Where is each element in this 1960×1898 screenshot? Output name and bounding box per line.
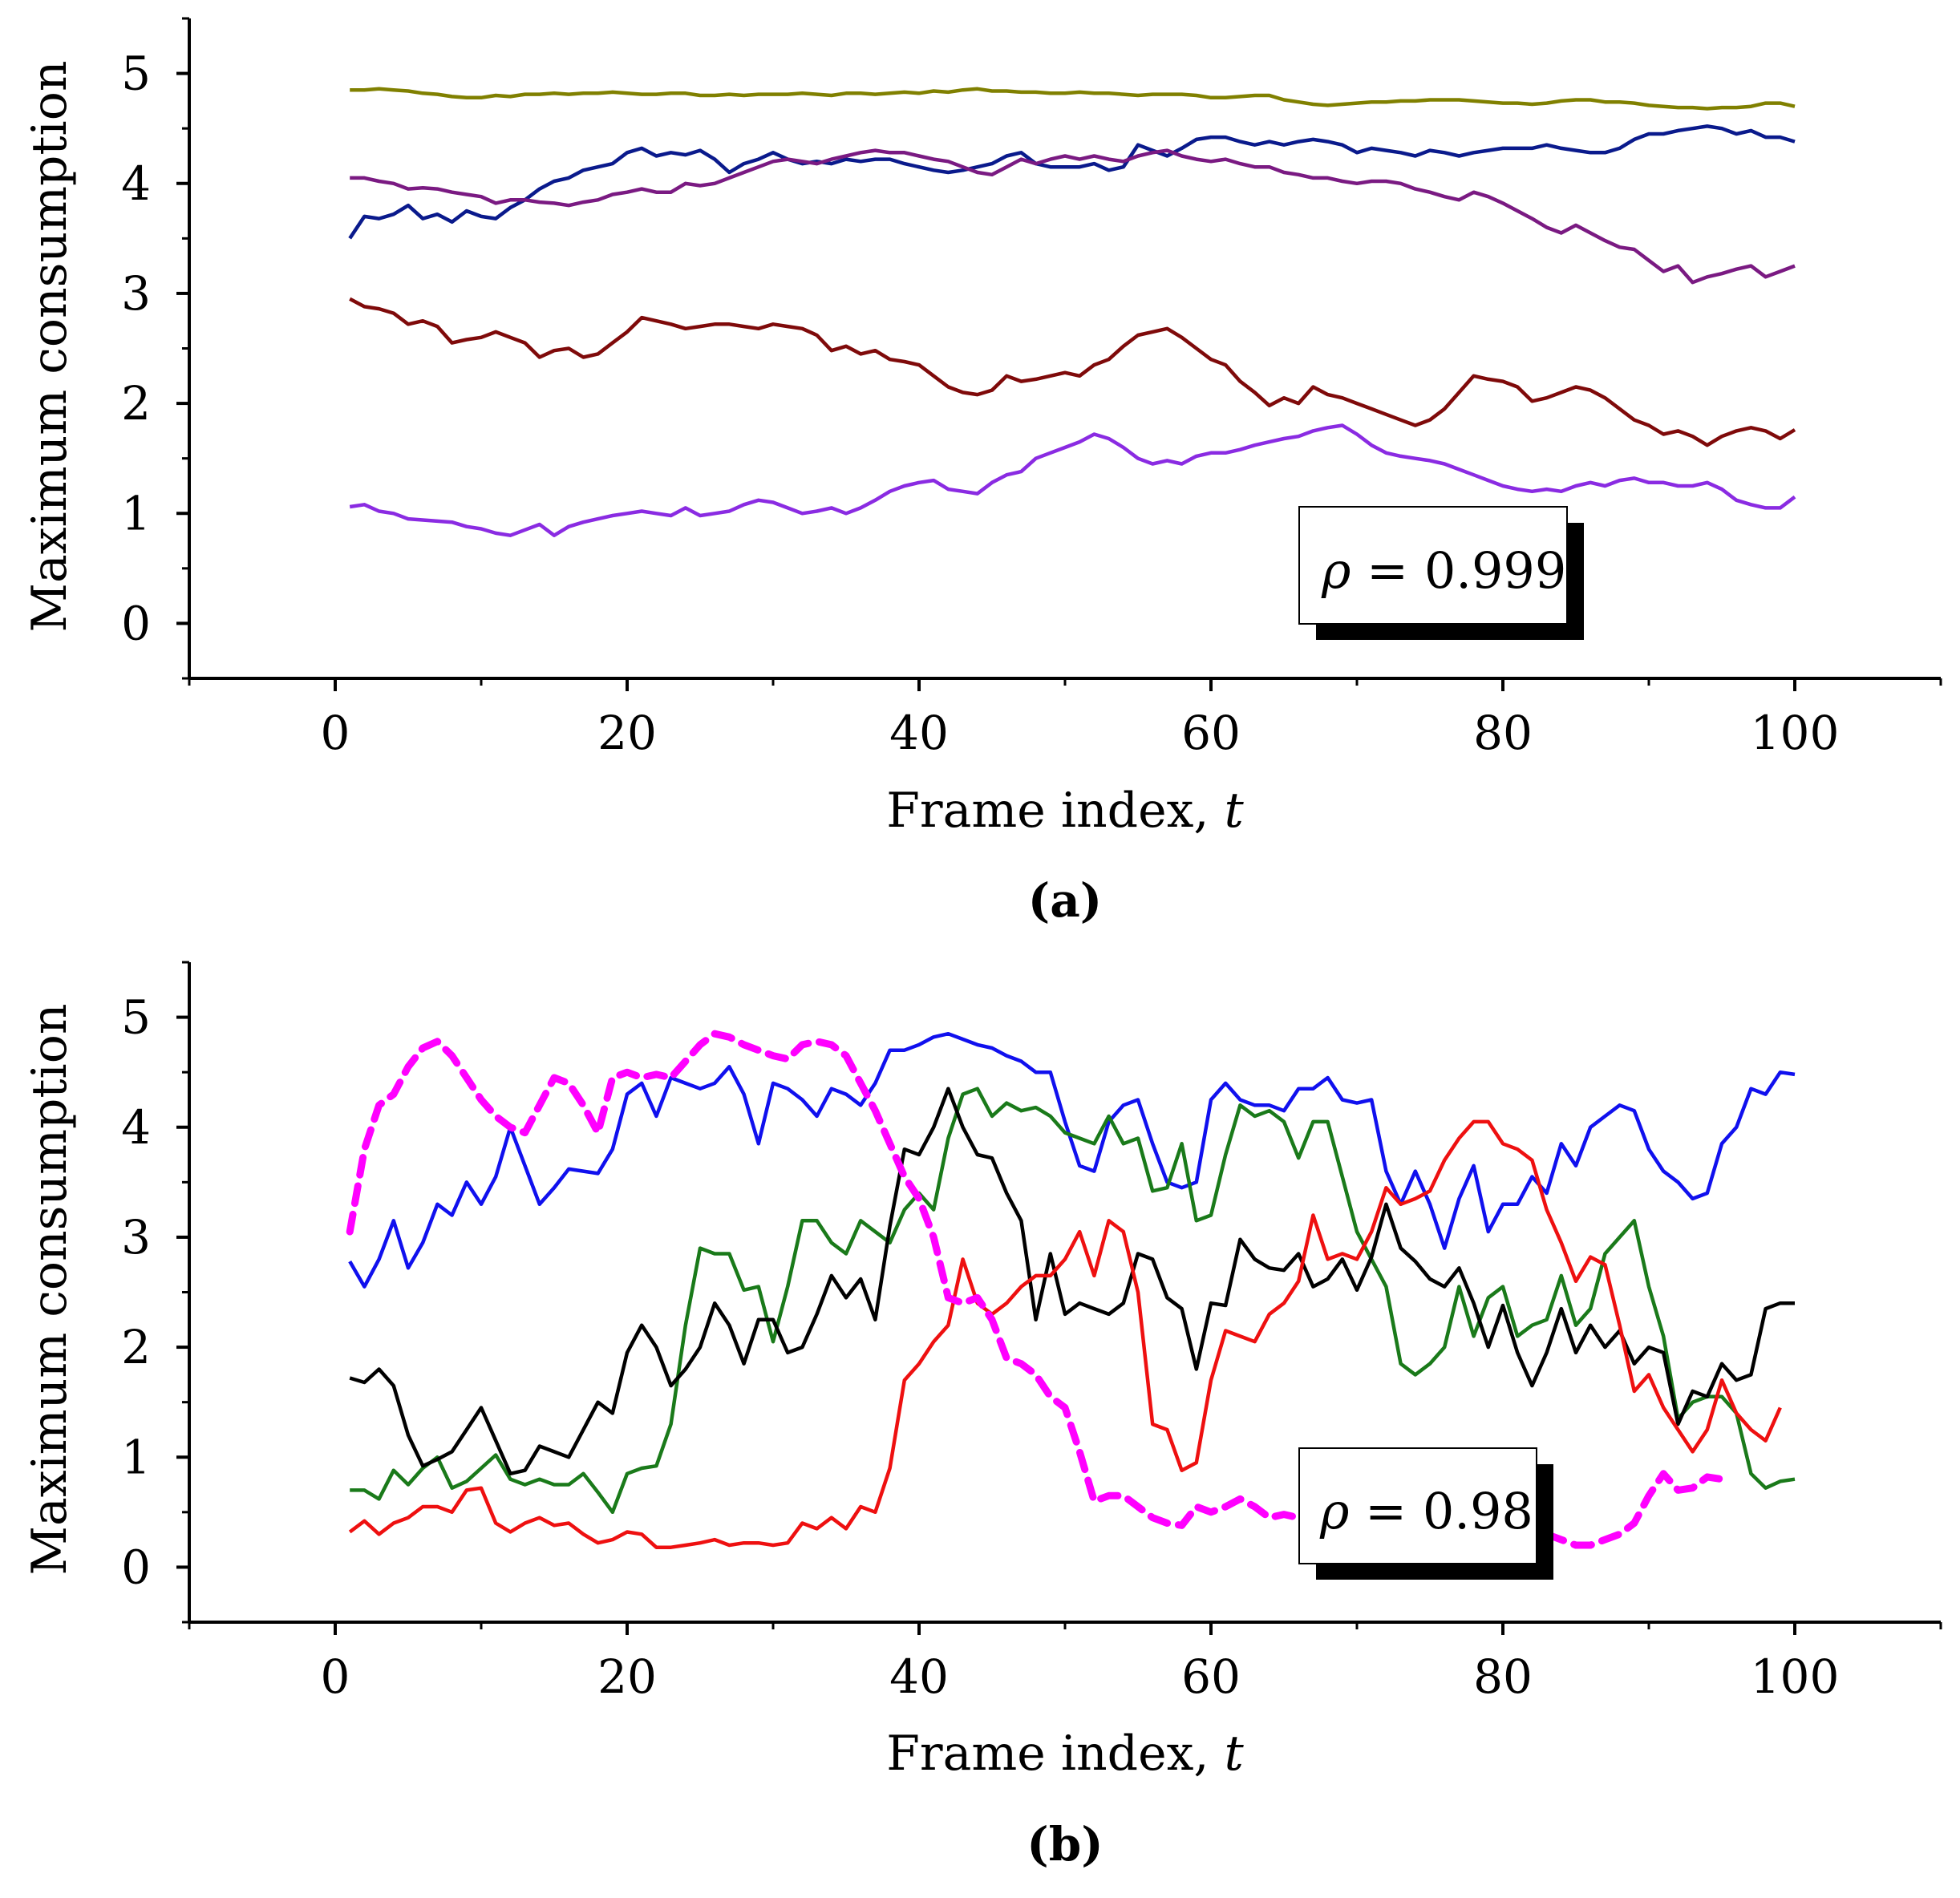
panel-b-rho-value: = 0.98 [1365, 1482, 1533, 1540]
panel-b-rho-annotation: ρ = 0.98 [1298, 1447, 1553, 1580]
panel-a-x-tick-label: 80 [1473, 706, 1533, 760]
panel-a-series-olive [350, 87, 1796, 111]
panel-a-rho-symbol: ρ [1321, 541, 1351, 600]
panel-b-y-tick-label: 0 [121, 1540, 151, 1594]
panel-a-y-tick-label: 0 [121, 596, 151, 650]
panel-b-y-tick-label: 2 [121, 1320, 151, 1374]
panel-a-x-tick-label: 100 [1751, 706, 1840, 760]
panel-a-rho-annotation: ρ = 0.999 [1298, 506, 1584, 640]
panel-b-x-tick-label: 80 [1473, 1649, 1533, 1704]
panel-b-x-tick-label: 60 [1181, 1649, 1241, 1704]
panel-b-series-red [348, 1119, 1782, 1549]
panel-a-rho-box [1298, 506, 1568, 625]
panel-b-rho-symbol: ρ [1319, 1482, 1349, 1540]
panel-a-x-axis-title-var: t [1225, 783, 1245, 839]
panel-a-label: (a) [1028, 873, 1102, 928]
panel-a-x-axis-title: Frame index, t [886, 783, 1244, 839]
panel-a-x-tick-label: 0 [321, 706, 350, 760]
panel-b-rho-text: ρ = 0.98 [1319, 1482, 1533, 1540]
panel-b-x-tick-label: 20 [597, 1649, 657, 1704]
panel-a-y-axis-title: Maximum consumption [22, 61, 78, 633]
panel-b-series-black [349, 1087, 1795, 1476]
panel-a-series-maroon [349, 297, 1796, 447]
panel-b-x-axis-title-text: Frame index, [886, 1726, 1224, 1782]
panel-a-rho-value: = 0.999 [1367, 541, 1566, 600]
panel-a-chart: 0 1 2 3 4 5 0 20 40 60 80 100 Maximum consumption F… [22, 17, 1942, 928]
panel-a-series-violet [349, 423, 1796, 537]
panel-b-y-tick-label: 1 [121, 1430, 151, 1484]
panel-a-x-tick-label: 20 [597, 706, 657, 760]
panel-b-x-tick-label: 0 [321, 1649, 350, 1704]
panel-b-series-green [350, 1087, 1796, 1515]
panel-a-series-purple [350, 148, 1796, 285]
panel-a-y-tick-label: 3 [121, 266, 151, 321]
panel-b-label: (b) [1027, 1817, 1103, 1872]
panel-a-ticks: 0 1 2 3 4 5 0 20 40 60 80 100 [121, 17, 1942, 760]
panel-b-series-blue [348, 1031, 1796, 1289]
panel-b-axes: 0 1 2 3 4 5 0 20 40 60 80 100 [121, 961, 1942, 1704]
panel-a-y-tick-label: 1 [121, 486, 151, 540]
panel-a-x-tick-label: 60 [1181, 706, 1241, 760]
panel-b-x-axis-title: Frame index, t [886, 1726, 1244, 1782]
panel-b-y-axis-title: Maximum consumption [22, 1004, 78, 1576]
panel-b-ticks: 0 1 2 3 4 5 0 20 40 60 80 100 [121, 961, 1942, 1704]
panel-b-y-tick-label: 4 [121, 1100, 151, 1155]
panel-b-x-axis-title-var: t [1225, 1726, 1245, 1782]
panel-b-rho-box [1298, 1447, 1537, 1564]
panel-a-y-tick-label: 5 [121, 47, 151, 101]
panel-b-chart: 0 1 2 3 4 5 0 20 40 60 80 100 Maximum consumption F… [22, 961, 1942, 1872]
panel-a-axes: 0 1 2 3 4 5 0 20 40 60 80 100 [121, 17, 1942, 760]
panel-a-rho-text: ρ = 0.999 [1321, 541, 1566, 600]
panel-a-series-navy [348, 124, 1796, 240]
panel-b-y-tick-label: 5 [121, 990, 151, 1045]
panel-a-series [348, 87, 1796, 537]
panel-a-y-tick-label: 2 [121, 376, 151, 431]
panel-b-x-tick-label: 40 [889, 1649, 949, 1704]
panel-b-x-tick-label: 100 [1751, 1649, 1840, 1704]
panel-a-x-tick-label: 40 [889, 706, 949, 760]
panel-a-y-tick-label: 4 [121, 156, 151, 211]
panel-b-series [346, 1030, 1796, 1549]
panel-b-y-tick-label: 3 [121, 1210, 151, 1265]
panel-a-x-axis-title-text: Frame index, [886, 783, 1224, 839]
